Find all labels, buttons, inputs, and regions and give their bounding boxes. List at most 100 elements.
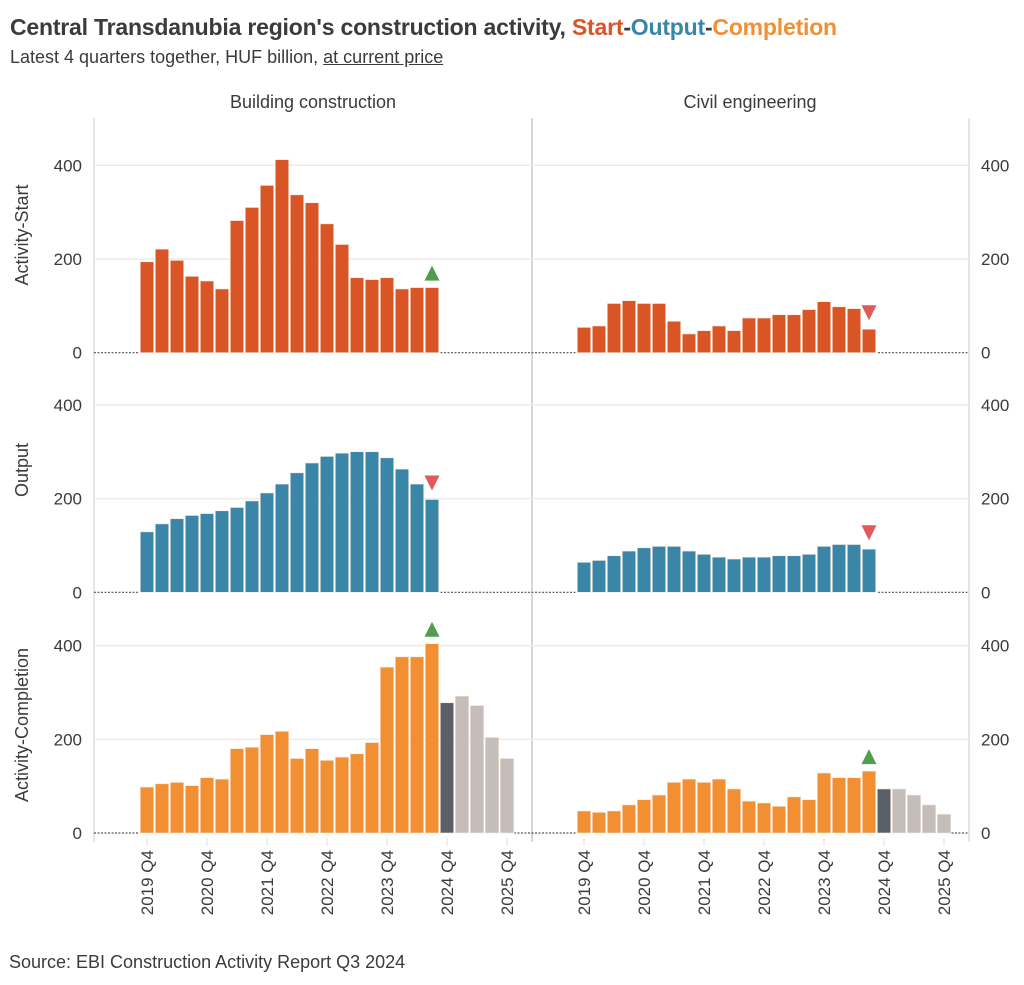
title-sep: -: [623, 14, 631, 40]
bar: [606, 810, 621, 834]
title-prefix: Central Transdanubia region's constructi…: [10, 14, 572, 40]
bar: [409, 656, 424, 834]
bar: [409, 483, 424, 593]
bar: [319, 223, 334, 353]
bar: [170, 782, 185, 834]
y-tick-label-left: 200: [54, 490, 82, 509]
bar: [816, 546, 831, 593]
bar: [304, 202, 319, 353]
bar: [424, 287, 439, 353]
bar: [771, 555, 786, 593]
bar: [155, 783, 170, 834]
forecast-bar: [906, 794, 921, 834]
bar: [230, 220, 245, 353]
bar: [245, 500, 260, 593]
bar: [726, 330, 741, 354]
bar: [651, 546, 666, 593]
bar: [394, 288, 409, 354]
bar: [846, 308, 861, 354]
bar: [576, 562, 591, 593]
y-tick-label-left: 0: [73, 583, 82, 602]
bar: [621, 300, 636, 354]
y-tick-label-right: 400: [981, 637, 1009, 656]
bar: [379, 277, 394, 353]
bar: [771, 314, 786, 353]
bar: [185, 515, 200, 593]
subtitle-text: Latest 4 quarters together, HUF billion,: [10, 47, 324, 67]
bar: [861, 770, 876, 834]
y-tick-label-right: 0: [981, 583, 990, 602]
bar: [409, 287, 424, 353]
bar: [379, 457, 394, 593]
bar: [379, 666, 394, 834]
bar: [304, 462, 319, 593]
bar: [349, 753, 364, 834]
bar: [636, 303, 651, 354]
bar: [816, 772, 831, 834]
bar: [170, 260, 185, 353]
bar: [200, 513, 215, 593]
baseline-mask: [576, 350, 877, 355]
bar: [606, 303, 621, 354]
bar: [696, 782, 711, 834]
bar: [364, 279, 379, 354]
bar: [681, 333, 696, 353]
bar: [576, 327, 591, 354]
panel-1-1: [576, 525, 877, 595]
bar: [861, 548, 876, 593]
forecast-current-bar: [876, 788, 891, 834]
bar: [274, 731, 289, 834]
y-tick-label-right: 0: [981, 344, 990, 363]
bar: [846, 544, 861, 593]
current-price-link[interactable]: at current price: [323, 47, 444, 67]
bar: [861, 328, 876, 353]
bar: [846, 777, 861, 834]
bar: [591, 812, 606, 834]
bar: [230, 748, 245, 834]
y-tick-label-left: 400: [54, 156, 82, 175]
forecast-bar: [454, 695, 469, 834]
bar: [185, 276, 200, 354]
bar: [651, 794, 666, 834]
bar: [334, 756, 349, 834]
trend-up-icon: [424, 621, 440, 637]
bar: [215, 510, 230, 593]
bar: [696, 554, 711, 593]
bar: [334, 244, 349, 354]
baseline-mask: [576, 590, 877, 595]
x-tick-label: 2019 Q4: [575, 850, 594, 915]
panel-1-0: [576, 300, 877, 355]
bar: [259, 492, 274, 593]
bar: [394, 468, 409, 593]
panel-1-2: [576, 749, 952, 835]
bar: [289, 758, 304, 834]
y-tick-label-left: 0: [73, 824, 82, 843]
bar: [185, 785, 200, 834]
x-tick-label: 2021 Q4: [695, 850, 714, 915]
y-tick-label-left: 400: [54, 637, 82, 656]
bar: [155, 523, 170, 593]
y-tick-label-right: 200: [981, 490, 1009, 509]
panel-0-1: [139, 451, 440, 595]
forecast-bar: [936, 813, 951, 834]
bar: [786, 314, 801, 353]
bar: [259, 734, 274, 834]
bar: [786, 796, 801, 834]
bar: [666, 782, 681, 834]
panel-0-0: [139, 159, 440, 355]
bar: [636, 547, 651, 593]
bar: [319, 760, 334, 834]
x-tick-label: 2025 Q4: [498, 850, 517, 915]
forecast-bar: [891, 788, 906, 834]
bar: [801, 309, 816, 353]
bar: [726, 788, 741, 834]
bar: [606, 555, 621, 593]
y-tick-label-right: 200: [981, 250, 1009, 269]
bar: [140, 786, 155, 834]
facet-row-label: Output: [12, 443, 32, 497]
bar: [741, 800, 756, 834]
bar: [666, 546, 681, 593]
bar: [230, 507, 245, 593]
x-tick-label: 2020 Q4: [635, 850, 654, 915]
bar: [394, 656, 409, 834]
